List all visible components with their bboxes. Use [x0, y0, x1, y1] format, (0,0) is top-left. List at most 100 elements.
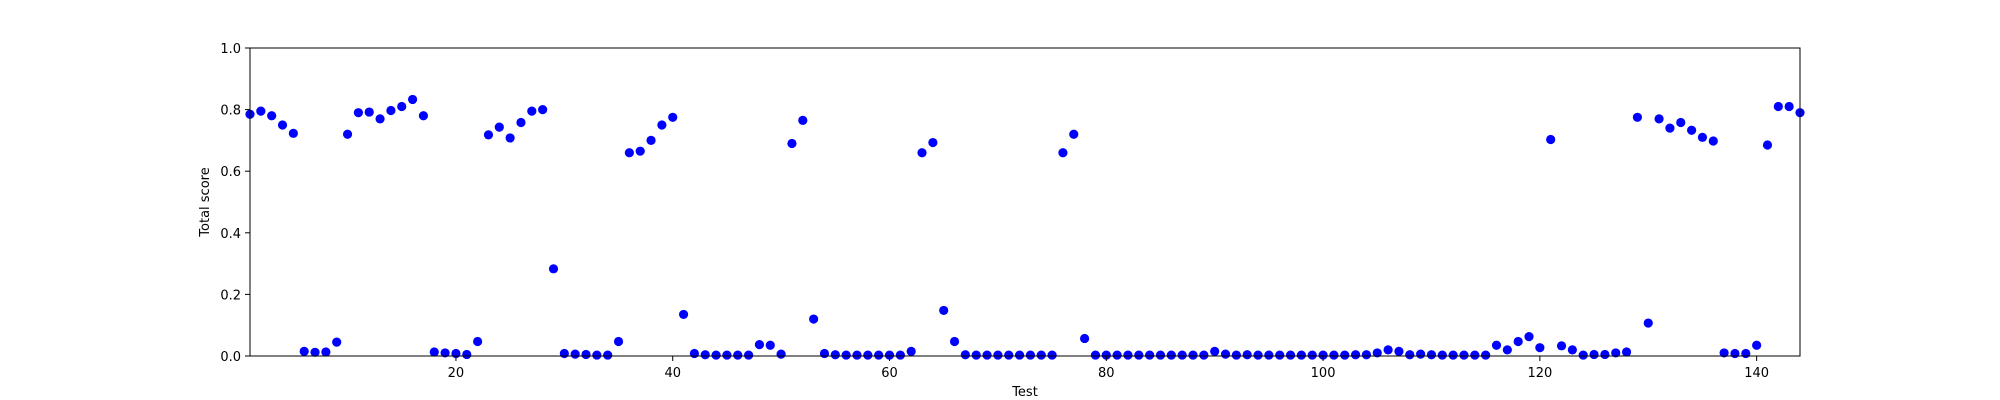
data-point: [386, 105, 396, 116]
x-tick-label: 100: [1311, 366, 1336, 381]
data-point: [353, 108, 363, 118]
data-point: [559, 348, 569, 359]
data-point: [1600, 349, 1610, 360]
data-point: [1199, 350, 1209, 360]
y-tick-label: 0.6: [220, 165, 241, 180]
data-point: [993, 350, 1003, 360]
data-point: [1123, 350, 1133, 360]
data-point: [321, 347, 331, 357]
data-point: [375, 114, 385, 124]
data-point: [754, 340, 765, 350]
data-point: [809, 314, 819, 324]
data-point: [1708, 136, 1718, 146]
data-point: [407, 94, 418, 105]
y-axis: 0.0 0.2 0.4 0.6 0.8 1.0: [220, 42, 250, 365]
x-tick-label: 60: [881, 366, 898, 381]
data-point: [1177, 350, 1187, 360]
data-point: [982, 350, 992, 360]
data-point: [711, 350, 721, 360]
data-point: [1058, 148, 1068, 158]
data-point: [483, 130, 494, 140]
data-point: [1459, 350, 1469, 360]
data-point: [971, 350, 981, 360]
y-tick-label: 0.2: [220, 288, 241, 303]
data-point: [1210, 346, 1220, 356]
data-point: [1036, 350, 1046, 360]
data-point: [1242, 350, 1252, 360]
data-point: [570, 349, 580, 359]
data-point: [928, 137, 938, 148]
data-point: [657, 120, 667, 130]
data-point: [1188, 350, 1198, 360]
data-point: [1004, 350, 1014, 360]
data-point: [548, 264, 559, 274]
data-point: [1470, 350, 1480, 360]
x-axis: 20 40 60 80 100 120 140: [448, 356, 1769, 381]
data-point: [267, 111, 277, 121]
data-point: [841, 350, 851, 360]
data-point: [1546, 134, 1556, 145]
data-point: [1372, 348, 1382, 358]
data-point: [505, 133, 515, 143]
data-point: [1307, 350, 1317, 360]
data-point: [700, 350, 710, 360]
plot-frame: [249, 47, 1801, 357]
data-point: [1220, 349, 1231, 359]
data-point: [1643, 318, 1653, 328]
data-point: [1361, 350, 1372, 360]
data-point: [1101, 350, 1111, 360]
data-point: [299, 346, 309, 356]
data-point: [1730, 348, 1740, 359]
data-point: [397, 101, 407, 112]
data-point: [939, 305, 949, 316]
data-point: [1719, 348, 1729, 358]
data-point: [830, 350, 840, 360]
data-point: [1687, 125, 1697, 135]
data-point: [1112, 350, 1122, 360]
data-point: [1665, 123, 1675, 133]
y-tick-label: 1.0: [220, 42, 241, 57]
data-point: [364, 107, 374, 117]
x-tick-label: 80: [1098, 366, 1115, 381]
x-axis-label: Test: [1011, 385, 1038, 400]
data-point: [1502, 345, 1512, 355]
data-point: [884, 350, 895, 360]
data-point: [277, 120, 288, 130]
data-point: [1090, 350, 1101, 360]
data-point: [1556, 341, 1567, 351]
y-axis-label: Total score: [198, 167, 213, 237]
data-point: [646, 135, 656, 145]
data-point: [1231, 350, 1241, 360]
y-tick-label: 0.8: [220, 104, 241, 119]
data-point: [527, 106, 537, 116]
data-point: [1145, 350, 1155, 360]
data-point: [1340, 350, 1350, 360]
data-point: [288, 128, 298, 138]
data-point: [635, 146, 645, 156]
data-point: [1513, 336, 1523, 347]
data-point: [1632, 112, 1643, 122]
data-point: [1134, 350, 1144, 360]
data-point: [1697, 132, 1708, 142]
data-point: [1481, 350, 1491, 360]
data-point: [418, 111, 429, 121]
data-points: [245, 94, 1805, 360]
data-point: [949, 336, 960, 347]
data-point: [1741, 348, 1751, 359]
y-tick-label: 0.4: [220, 227, 241, 242]
data-point: [256, 106, 266, 116]
y-tick-label: 0.0: [220, 350, 241, 365]
data-point: [332, 337, 342, 347]
x-tick-label: 40: [664, 366, 681, 381]
data-point: [1448, 350, 1458, 360]
data-point: [1025, 350, 1036, 360]
data-point: [1676, 117, 1686, 128]
data-point: [960, 350, 970, 360]
data-point: [1405, 350, 1415, 360]
data-point: [1535, 343, 1545, 353]
data-point: [917, 148, 927, 158]
data-point: [895, 350, 905, 360]
x-tick-label: 20: [448, 366, 465, 381]
data-point: [1069, 129, 1079, 139]
